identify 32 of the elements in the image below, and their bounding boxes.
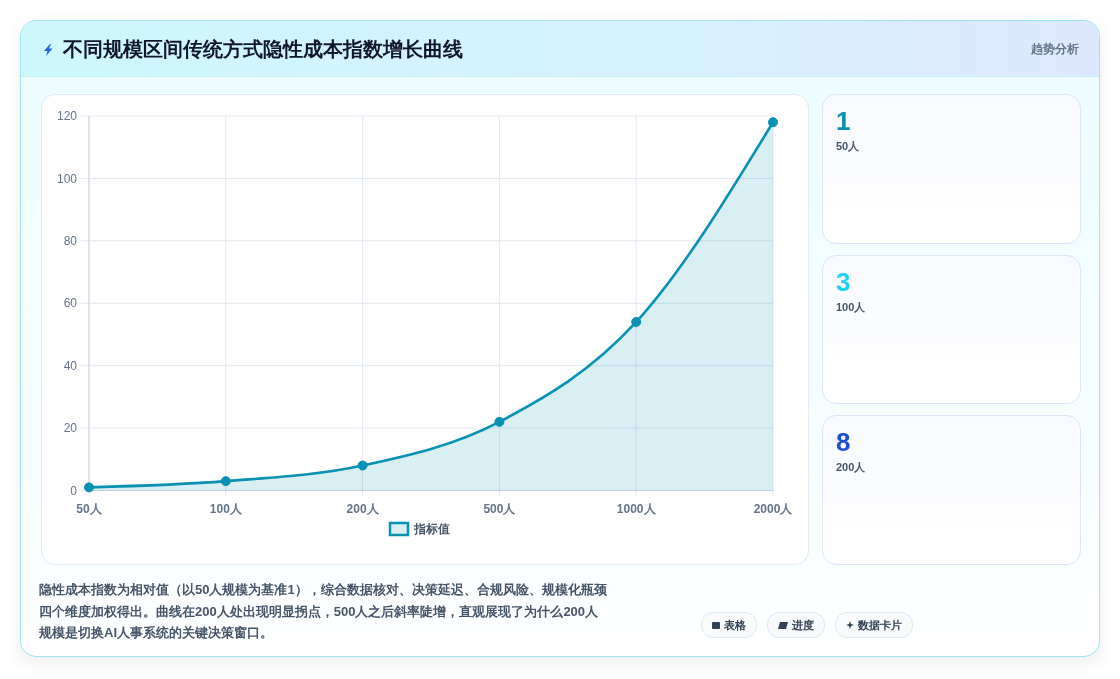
text: 8 [836,427,852,458]
text: 趋势分析 [1031,41,1079,58]
y-tick-label: 100 [56,171,78,186]
y-tick-label: 40 [63,358,78,373]
text: 隐性成本指数为相对值（以50人规模为基准1），综合数据核对、决策延迟、合规风险、规模化瓶颈四个维度加权得出。曲线在200人处出现明显拐点，500人之后斜率陡增，直观展现了为什么200人规模是切换AI人事系统的关键决策窗口。 [39,581,607,642]
point [357,460,368,471]
x-tick-label: 100人 [209,501,243,516]
text: 1 [836,106,852,136]
text: 数据卡片 [858,617,902,633]
point [84,482,94,493]
chart-title: 不同规模区间传统方式隐性成本指数增长曲线 [63,37,463,62]
y-tick-label: 0 [70,483,78,498]
y-tick-label: 80 [63,234,78,249]
point [631,316,642,327]
y-tick-label: 20 [63,421,78,436]
x-tick-label: 50人 [76,501,103,516]
point [768,117,778,128]
x-tick-label: 200人 [346,501,380,516]
text: 50人 [836,139,860,154]
text: 200人 [836,460,866,476]
x-tick-label: 1000人 [616,501,657,516]
text: 3 [836,266,852,297]
point [220,476,231,487]
y-tick-label: 120 [56,109,78,124]
text: 100人 [836,299,866,315]
text: 表格 [724,617,746,633]
y-tick-label: 60 [63,296,78,311]
text: 进度 [792,617,814,633]
legend-label: 指标值 [413,522,450,537]
x-tick-label: 2000人 [753,501,794,516]
point [494,416,505,427]
x-tick-label: 500人 [483,501,517,516]
